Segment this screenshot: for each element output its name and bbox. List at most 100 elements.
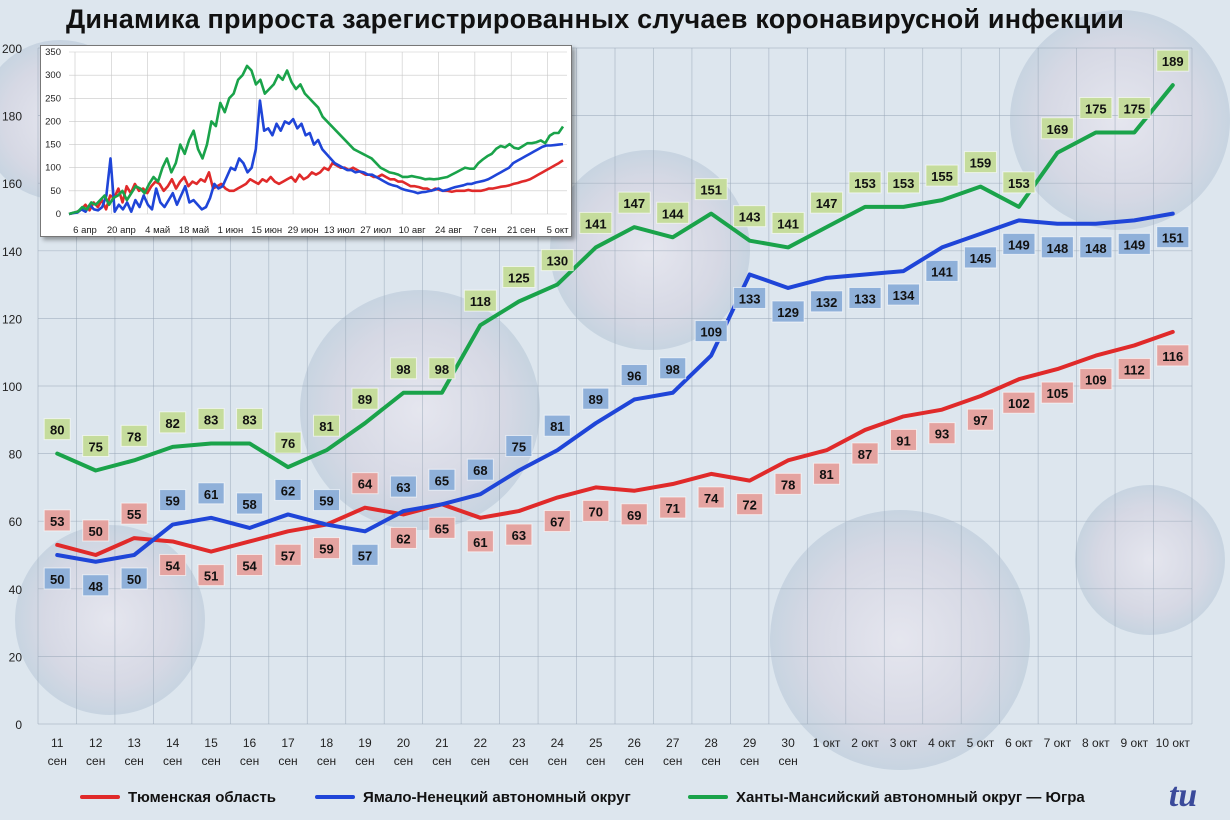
data-label-khmao: 159 — [963, 151, 997, 174]
chart-title: Динамика прироста зарегистрированных слу… — [65, 4, 1125, 34]
data-label-tyumen: 67 — [543, 510, 571, 533]
data-label-tyumen: 57 — [274, 543, 302, 566]
x-tick-label: 13 — [127, 736, 141, 750]
data-label-tyumen: 62 — [389, 526, 417, 549]
x-tick-label: 5 окт — [967, 736, 995, 750]
data-label-value: 83 — [242, 412, 256, 427]
data-label-value: 63 — [512, 528, 526, 543]
data-label-box — [1002, 232, 1036, 255]
data-label-yanao: 48 — [82, 574, 110, 597]
x-tick-label-month: сен — [201, 754, 220, 768]
x-tick-label: 12 — [89, 736, 103, 750]
data-label-box — [351, 472, 379, 495]
data-label-box — [351, 387, 379, 410]
data-label-value: 59 — [165, 494, 179, 509]
data-label-khmao: 98 — [389, 357, 417, 380]
data-label-value: 129 — [777, 305, 799, 320]
data-label-value: 153 — [893, 176, 915, 191]
data-label-box — [274, 543, 302, 566]
data-label-box — [1117, 357, 1151, 380]
x-tick-label: 4 окт — [928, 736, 956, 750]
data-label-value: 148 — [1085, 241, 1107, 256]
data-label-tyumen: 64 — [351, 472, 379, 495]
data-label-box — [733, 286, 767, 309]
data-label-box — [43, 567, 71, 590]
x-tick-label: 21 — [435, 736, 449, 750]
data-label-tyumen: 53 — [43, 509, 71, 532]
data-label-tyumen: 50 — [82, 519, 110, 542]
data-label-khmao: 141 — [771, 211, 805, 234]
data-label-box — [659, 357, 687, 380]
chart-legend: Тюменская область Ямало-Ненецкий автоном… — [40, 784, 1140, 810]
inset-x-tick-label: 27 июл — [360, 225, 391, 236]
data-label-yanao: 129 — [771, 300, 805, 323]
data-label-khmao: 153 — [887, 171, 920, 194]
data-label-box — [848, 286, 882, 309]
data-label-tyumen: 72 — [736, 493, 764, 516]
data-label-value: 147 — [623, 196, 645, 211]
inset-x-tick-label: 10 авг — [399, 225, 427, 236]
inset-x-tick-label: 18 май — [179, 225, 209, 236]
data-label-tyumen: 97 — [966, 408, 994, 431]
inset-x-tick-label: 15 июн — [251, 225, 282, 236]
data-label-value: 141 — [777, 216, 799, 231]
data-label-value: 98 — [435, 362, 449, 377]
data-label-yanao: 148 — [1079, 236, 1113, 259]
data-label-yanao: 65 — [428, 468, 456, 491]
y-tick-label: 200 — [2, 42, 22, 56]
data-label-tyumen: 69 — [620, 503, 648, 526]
inset-x-tick-label: 29 июн — [288, 225, 319, 236]
data-label-box — [963, 151, 997, 174]
data-label-box — [389, 357, 417, 380]
data-label-tyumen: 105 — [1040, 381, 1074, 404]
y-tick-label: 180 — [2, 110, 22, 124]
data-label-box — [43, 418, 71, 441]
x-tick-label: 1 окт — [813, 736, 841, 750]
data-label-value: 105 — [1047, 386, 1069, 401]
data-label-box — [505, 435, 533, 457]
data-label-box — [771, 300, 805, 323]
data-label-tyumen: 54 — [236, 553, 264, 576]
data-label-box — [890, 428, 917, 451]
x-tick-label: 22 — [474, 736, 488, 750]
x-tick-label-month: сен — [240, 754, 259, 768]
data-label-yanao: 81 — [543, 414, 571, 437]
data-label-value: 83 — [204, 412, 218, 427]
data-label-value: 98 — [665, 362, 679, 377]
data-label-value: 175 — [1085, 102, 1107, 117]
data-label-box — [428, 357, 456, 380]
data-label-box — [540, 249, 574, 272]
data-label-value: 54 — [242, 558, 257, 573]
x-tick-label-month: сен — [471, 754, 490, 768]
inset-x-tick-label: 4 май — [145, 225, 170, 236]
data-label-box — [313, 537, 340, 560]
data-label-value: 175 — [1123, 102, 1145, 117]
data-label-value: 87 — [858, 447, 872, 462]
x-tick-label: 9 окт — [1121, 736, 1149, 750]
data-label-value: 153 — [1008, 176, 1030, 191]
x-tick-label-month: сен — [278, 754, 297, 768]
inset-y-tick-label: 350 — [45, 47, 61, 58]
data-label-yanao: 145 — [963, 246, 997, 269]
data-label-box — [236, 553, 264, 576]
data-label-box — [82, 435, 110, 457]
x-tick-label-month: сен — [702, 754, 721, 768]
data-label-tyumen: 81 — [813, 462, 841, 485]
x-tick-label: 11 — [51, 736, 64, 750]
data-label-tyumen: 71 — [659, 496, 687, 519]
data-label-box — [848, 171, 882, 194]
data-label-value: 102 — [1008, 396, 1030, 411]
data-label-box — [313, 489, 340, 512]
data-label-value: 134 — [893, 288, 915, 303]
data-label-khmao: 130 — [540, 249, 574, 272]
x-tick-label-month: сен — [509, 754, 528, 768]
data-label-value: 70 — [589, 504, 603, 519]
data-label-khmao: 153 — [848, 171, 882, 194]
data-label-value: 76 — [281, 436, 295, 451]
data-label-yanao: 58 — [236, 492, 264, 515]
data-label-value: 65 — [435, 521, 449, 536]
data-label-yanao: 59 — [159, 489, 187, 512]
data-label-tyumen: 63 — [505, 523, 533, 546]
data-label-box — [389, 475, 417, 498]
data-label-value: 89 — [358, 392, 372, 407]
